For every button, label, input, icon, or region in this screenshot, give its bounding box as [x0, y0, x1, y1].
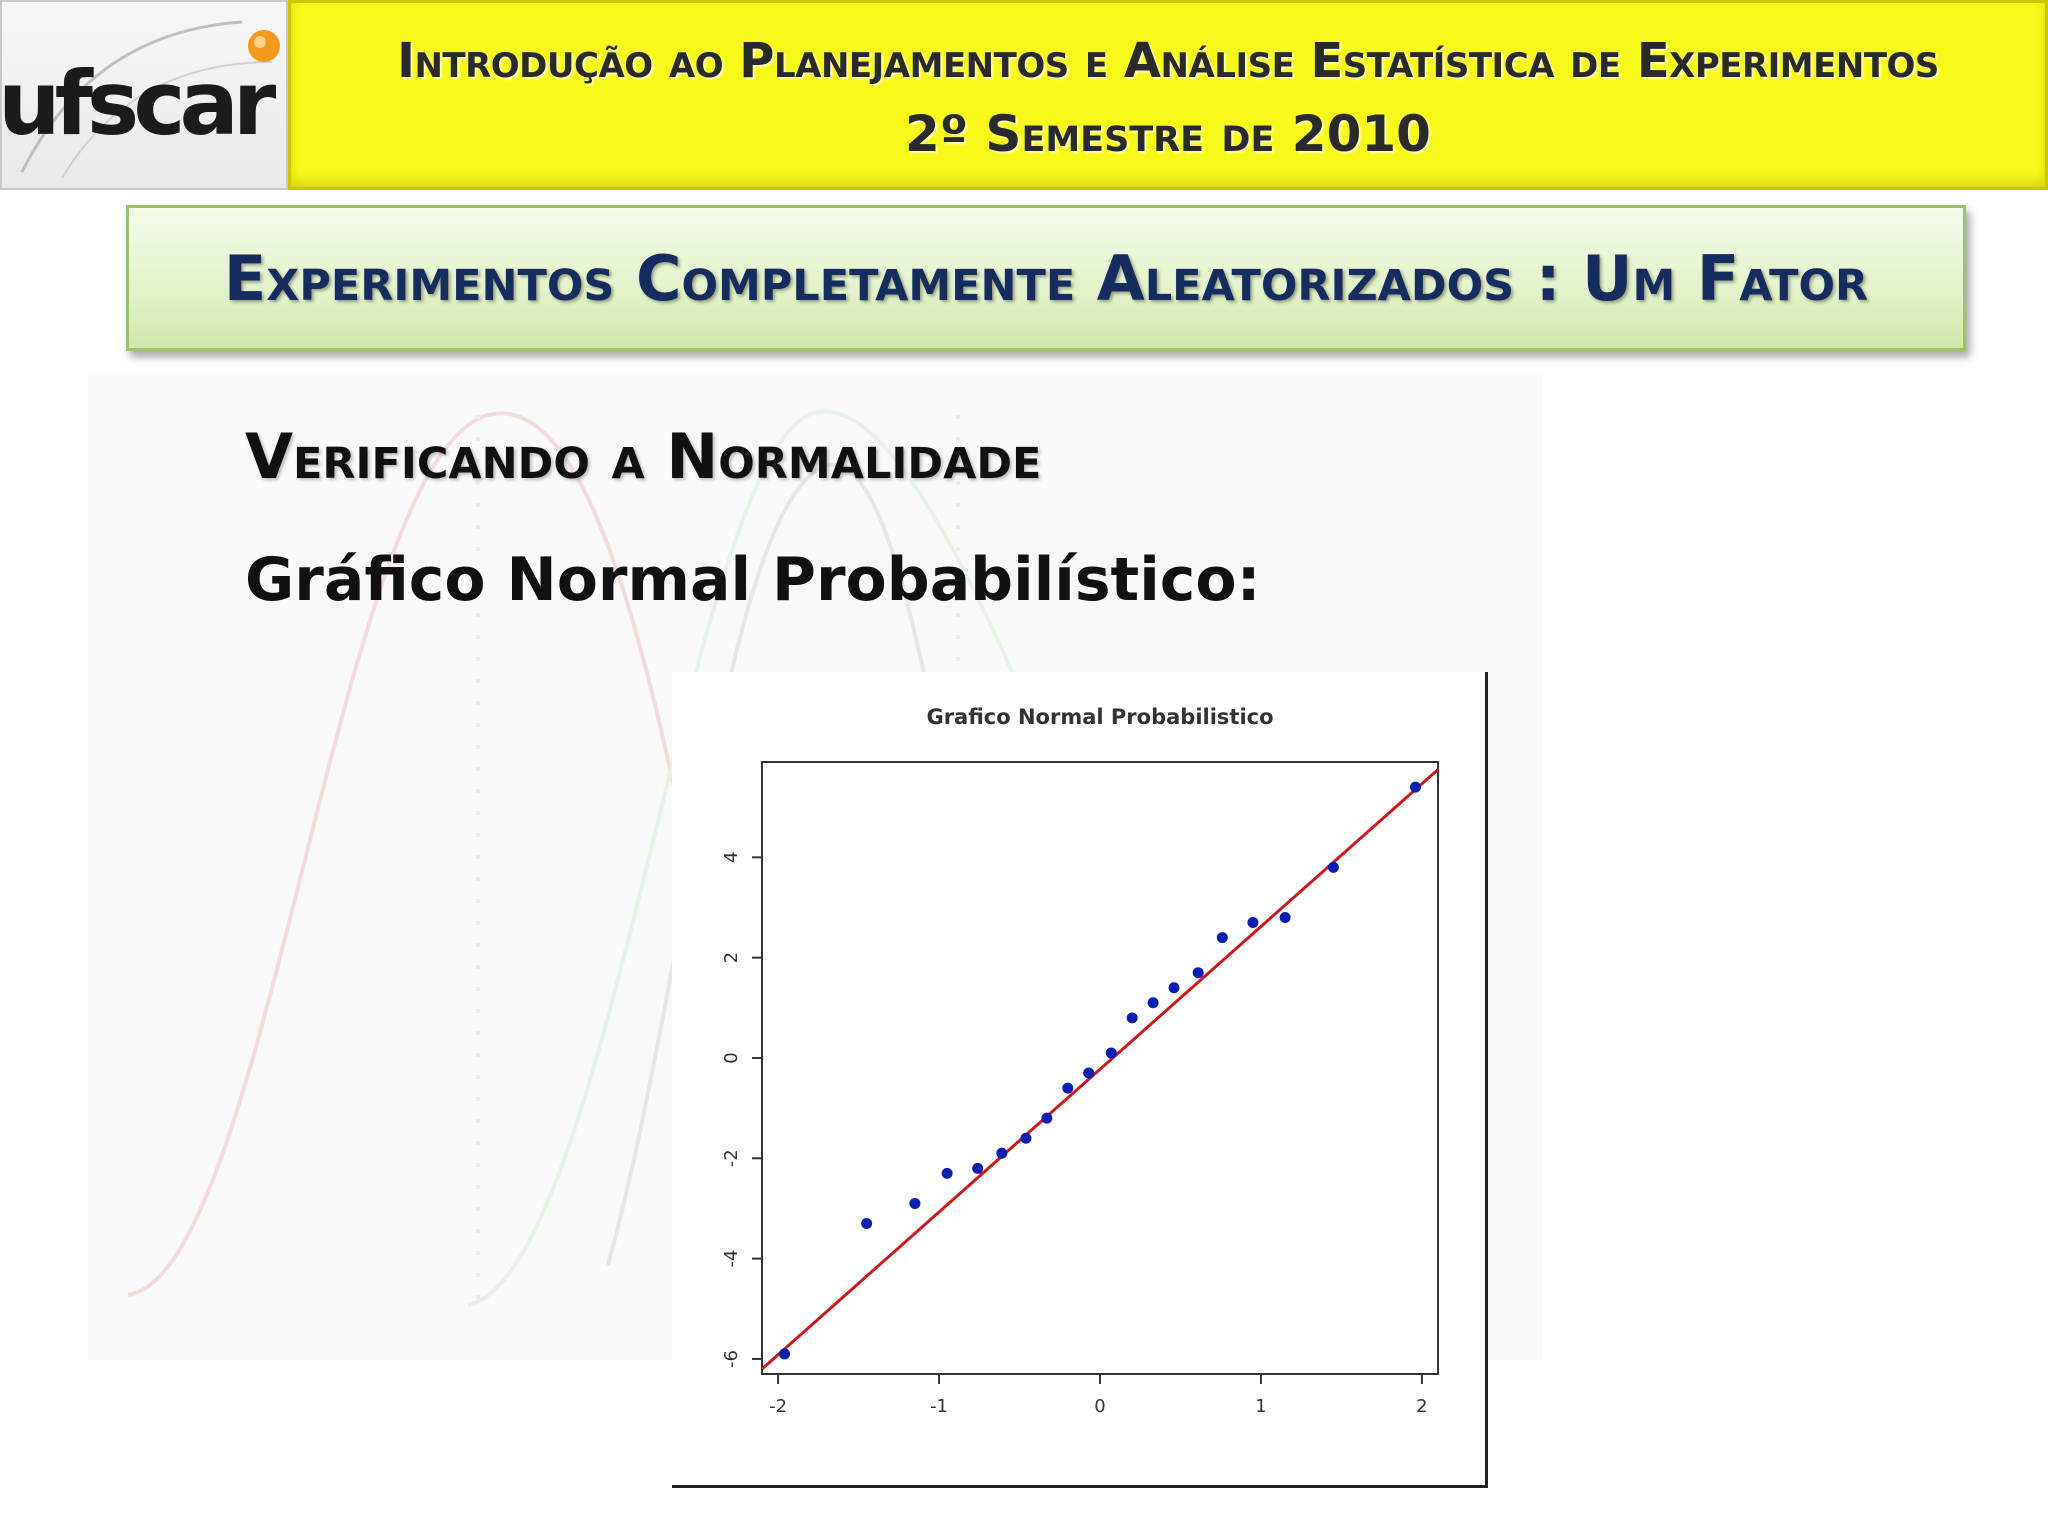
data-point: [1041, 1112, 1053, 1124]
data-point: [1083, 1067, 1095, 1079]
data-points: [779, 781, 1421, 1360]
svg-text:ufscar: ufscar: [2, 52, 277, 155]
slide-title-bar: Experimentos Completamente Aleatorizados…: [126, 205, 1966, 351]
chart-title: Grafico Normal Probabilistico: [926, 705, 1273, 729]
section-heading: Verificando a Normalidade: [245, 420, 1042, 493]
axis-ticks: -2 -1 0 1 2 -6 -4 -2 0 2 4: [721, 852, 1428, 1417]
ufscar-logo: ufscar: [0, 0, 288, 190]
course-title: Introdução ao Planejamentos e Análise Es…: [397, 33, 1939, 89]
data-point: [996, 1147, 1008, 1159]
data-point: [1279, 912, 1291, 924]
data-point: [779, 1348, 791, 1360]
data-point: [1020, 1132, 1032, 1144]
reference-line-group: [761, 768, 1439, 1371]
y-tick-label: 0: [721, 1052, 742, 1063]
reference-line: [761, 768, 1439, 1371]
y-tick-label: -2: [721, 1149, 742, 1167]
x-tick-label: -2: [769, 1396, 787, 1417]
body-text: Gráfico Normal Probabilístico:: [245, 545, 1261, 615]
y-tick-label: 4: [721, 852, 742, 863]
slide-title: Experimentos Completamente Aleatorizados…: [223, 242, 1869, 315]
x-tick-label: -1: [930, 1396, 948, 1417]
data-point: [1247, 917, 1259, 929]
data-point: [909, 1197, 921, 1209]
y-tick-label: -4: [721, 1250, 742, 1268]
data-point: [1168, 982, 1180, 994]
x-tick-label: 2: [1416, 1396, 1427, 1417]
data-point: [1147, 997, 1159, 1009]
y-tick-label: -6: [721, 1350, 742, 1368]
data-point: [1409, 781, 1421, 793]
data-point: [1126, 1012, 1138, 1024]
ufscar-logo-icon: ufscar: [0, 20, 283, 179]
course-header: Introdução ao Planejamentos e Análise Es…: [288, 0, 2048, 190]
data-point: [1327, 861, 1339, 873]
semester-label: 2º Semestre de 2010: [905, 105, 1431, 163]
x-tick-label: 1: [1255, 1396, 1266, 1417]
normal-probability-plot: Grafico Normal Probabilistico -2 -1 0 1 2 -6-…: [672, 672, 1488, 1488]
data-point: [1192, 967, 1204, 979]
plot-svg: Grafico Normal Probabilistico -2 -1 0 1 2-6-…: [721, 705, 1439, 1417]
data-point: [1105, 1047, 1117, 1059]
x-tick-label: 0: [1094, 1396, 1105, 1417]
data-point: [972, 1162, 984, 1174]
y-tick-label: 2: [721, 952, 742, 963]
data-point: [861, 1218, 873, 1230]
data-point: [1216, 932, 1228, 944]
data-point: [941, 1167, 953, 1179]
data-point: [1062, 1082, 1074, 1094]
